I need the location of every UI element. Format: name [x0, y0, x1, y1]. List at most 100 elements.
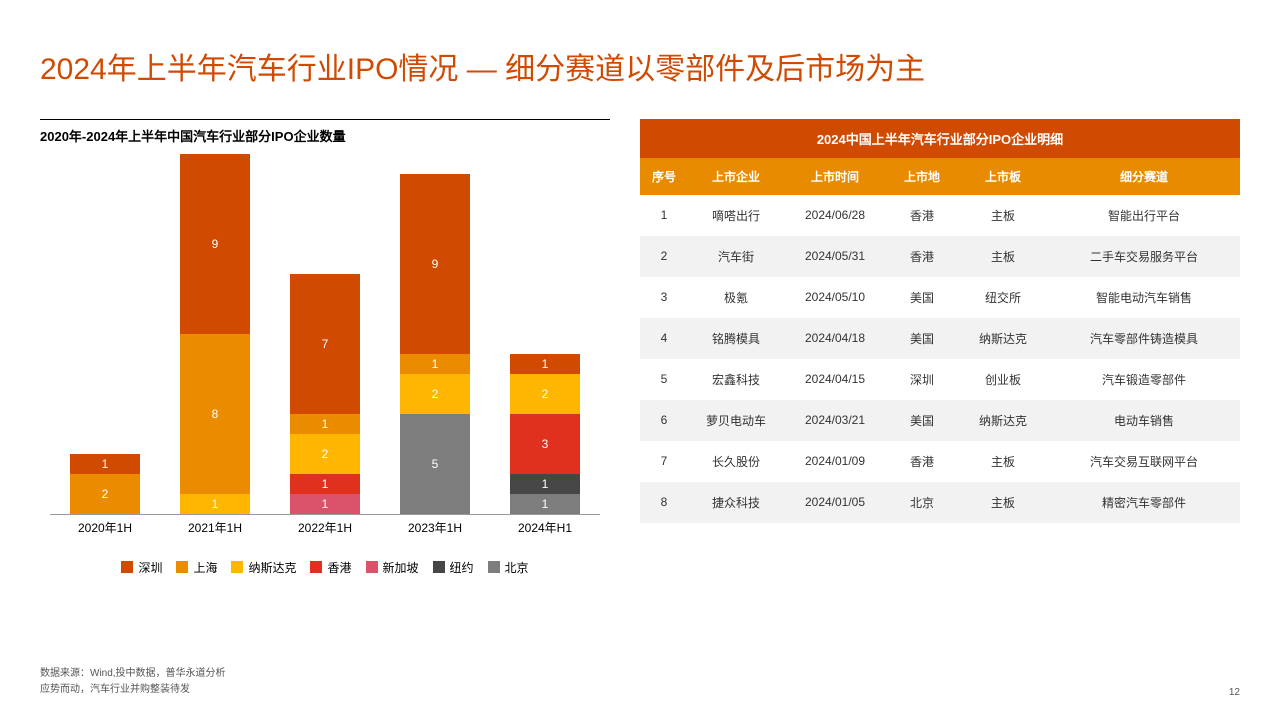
legend-item: 深圳	[121, 559, 162, 576]
bar-segment: 2	[290, 434, 360, 474]
table-cell: 7	[640, 441, 688, 482]
table-cell: 香港	[886, 195, 958, 236]
table-cell: 2024/04/15	[784, 359, 886, 400]
table-cell: 纳斯达克	[958, 318, 1048, 359]
table-cell: 2	[640, 236, 688, 277]
table-title: 2024中国上半年汽车行业部分IPO企业明细	[640, 119, 1240, 158]
bar-group: 52192023年1H	[400, 174, 470, 514]
bar-segment: 1	[290, 474, 360, 494]
table-cell: 深圳	[886, 359, 958, 400]
table-cell: 5	[640, 359, 688, 400]
table-cell: 电动车销售	[1048, 400, 1240, 441]
table-cell: 香港	[886, 441, 958, 482]
table-cell: 捷众科技	[688, 482, 784, 523]
bar-segment: 2	[400, 374, 470, 414]
bar-segment: 8	[180, 334, 250, 494]
bar-segment: 2	[510, 374, 580, 414]
x-axis-label: 2022年1H	[298, 519, 352, 536]
table-cell: 主板	[958, 195, 1048, 236]
table-cell: 纳斯达克	[958, 400, 1048, 441]
bar-segment: 1	[400, 354, 470, 374]
table-row: 3极氪2024/05/10美国纽交所智能电动汽车销售	[640, 277, 1240, 318]
bar-segment: 1	[290, 414, 360, 434]
table-cell: 2024/01/09	[784, 441, 886, 482]
table-cell: 主板	[958, 236, 1048, 277]
bar-segment: 7	[290, 274, 360, 414]
table-cell: 精密汽车零部件	[1048, 482, 1240, 523]
table-cell: 2024/05/10	[784, 277, 886, 318]
table-row: 6萝贝电动车2024/03/21美国纳斯达克电动车销售	[640, 400, 1240, 441]
page-title: 2024年上半年汽车行业IPO情况 — 细分赛道以零部件及后市场为主	[40, 50, 1240, 91]
chart-legend: 深圳上海纳斯达克香港新加坡纽约北京	[40, 559, 610, 576]
table-cell: 3	[640, 277, 688, 318]
table-cell: 8	[640, 482, 688, 523]
table-row: 4铭腾模具2024/04/18美国纳斯达克汽车零部件铸造模具	[640, 318, 1240, 359]
table-cell: 北京	[886, 482, 958, 523]
bar-group: 113212024年H1	[510, 354, 580, 514]
table-cell: 4	[640, 318, 688, 359]
table-cell: 2024/05/31	[784, 236, 886, 277]
table-cell: 嘀嗒出行	[688, 195, 784, 236]
table-row: 1嘀嗒出行2024/06/28香港主板智能出行平台	[640, 195, 1240, 236]
table-header-cell: 上市时间	[784, 158, 886, 195]
legend-item: 北京	[488, 559, 529, 576]
x-axis-label: 2023年1H	[408, 519, 462, 536]
table-cell: 长久股份	[688, 441, 784, 482]
table-cell: 纽交所	[958, 277, 1048, 318]
table-header-cell: 序号	[640, 158, 688, 195]
bar-segment: 2	[70, 474, 140, 514]
bar-segment: 1	[70, 454, 140, 474]
bar-segment: 5	[400, 414, 470, 514]
table-cell: 美国	[886, 318, 958, 359]
bar-chart: 212020年1H1892021年1H112172022年1H52192023年…	[50, 155, 600, 515]
table-cell: 萝贝电动车	[688, 400, 784, 441]
table-header-cell: 上市企业	[688, 158, 784, 195]
table-cell: 汽车街	[688, 236, 784, 277]
table-cell: 智能出行平台	[1048, 195, 1240, 236]
table-row: 8捷众科技2024/01/05北京主板精密汽车零部件	[640, 482, 1240, 523]
bar-segment: 9	[400, 174, 470, 354]
table-row: 7长久股份2024/01/09香港主板汽车交易互联网平台	[640, 441, 1240, 482]
bar-segment: 1	[180, 494, 250, 514]
table-row: 5宏鑫科技2024/04/15深圳创业板汽车锻造零部件	[640, 359, 1240, 400]
bar-segment: 1	[510, 354, 580, 374]
table-cell: 铭腾模具	[688, 318, 784, 359]
table-cell: 二手车交易服务平台	[1048, 236, 1240, 277]
table-cell: 主板	[958, 482, 1048, 523]
table-header-cell: 上市地	[886, 158, 958, 195]
bar-segment: 1	[510, 494, 580, 514]
bar-segment: 1	[510, 474, 580, 494]
legend-item: 上海	[176, 559, 217, 576]
table-cell: 汽车交易互联网平台	[1048, 441, 1240, 482]
table-cell: 极氪	[688, 277, 784, 318]
table-cell: 智能电动汽车销售	[1048, 277, 1240, 318]
table-row: 2汽车街2024/05/31香港主板二手车交易服务平台	[640, 236, 1240, 277]
chart-panel: 2020年-2024年上半年中国汽车行业部分IPO企业数量 212020年1H1…	[40, 119, 610, 576]
legend-item: 纳斯达克	[231, 559, 296, 576]
table-cell: 汽车锻造零部件	[1048, 359, 1240, 400]
bar-segment: 9	[180, 154, 250, 334]
table-header-cell: 细分赛道	[1048, 158, 1240, 195]
page-number: 12	[1229, 687, 1240, 698]
bar-group: 112172022年1H	[290, 274, 360, 514]
bar-segment: 1	[290, 494, 360, 514]
table-cell: 汽车零部件铸造模具	[1048, 318, 1240, 359]
footer-note: 应势而动，汽车行业并购整装待发	[40, 682, 226, 698]
chart-title: 2020年-2024年上半年中国汽车行业部分IPO企业数量	[40, 126, 610, 145]
legend-item: 纽约	[433, 559, 474, 576]
table-cell: 1	[640, 195, 688, 236]
table-cell: 香港	[886, 236, 958, 277]
x-axis-label: 2024年H1	[518, 519, 572, 536]
table-cell: 2024/04/18	[784, 318, 886, 359]
bar-segment: 3	[510, 414, 580, 474]
table-cell: 创业板	[958, 359, 1048, 400]
bar-group: 1892021年1H	[180, 154, 250, 514]
legend-item: 香港	[310, 559, 351, 576]
table-cell: 6	[640, 400, 688, 441]
table-cell: 美国	[886, 277, 958, 318]
table-panel: 2024中国上半年汽车行业部分IPO企业明细 序号上市企业上市时间上市地上市板细…	[640, 119, 1240, 576]
legend-item: 新加坡	[366, 559, 419, 576]
x-axis-label: 2020年1H	[78, 519, 132, 536]
table-cell: 美国	[886, 400, 958, 441]
table-cell: 2024/01/05	[784, 482, 886, 523]
